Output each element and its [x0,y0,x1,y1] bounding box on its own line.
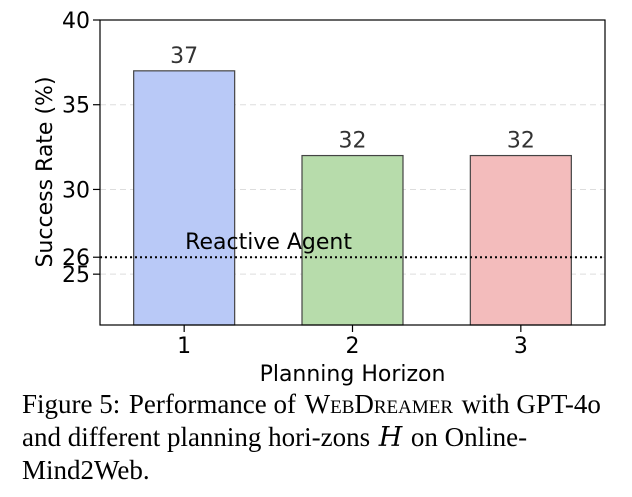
bars [133,70,572,326]
y-tick-label-26: 26 [62,246,90,271]
x-tick-label-1: 1 [177,334,191,359]
x-axis-label: Planning Horizon [260,362,446,387]
data-label-3: 32 [507,129,535,154]
y-axis-label: Success Rate (%) [33,76,58,267]
reference-line-group: Reactive Agent [100,230,605,259]
x-axis: 1 2 3 [177,325,528,359]
data-label-2: 32 [339,129,367,154]
y-tick-label-35: 35 [62,94,90,119]
x-tick-label-3: 3 [514,334,528,359]
data-label-1: 37 [170,44,198,69]
data-labels: 37 32 32 [170,44,535,154]
y-tick-label-25: 25 [62,263,90,288]
caption-model-name: WebDreamer [304,389,454,419]
reference-line-label: Reactive Agent [185,230,352,255]
bar-3 [469,154,572,326]
figure-caption: Figure 5: Performance of WebDreamer with… [22,388,622,487]
caption-variable: H [378,422,403,453]
caption-text-part1: Performance of [128,389,297,419]
x-tick-label-2: 2 [346,334,360,359]
y-tick-label-30: 30 [62,178,90,203]
caption-figure-label: Figure 5: [22,389,121,419]
caption-text-part3: on Online-Mind2Web. [22,422,528,485]
bar-2 [301,154,404,326]
bar-1 [133,70,236,326]
caption-text-part2: with GPT-4o and different planning hori-… [22,389,601,452]
y-tick-label-40: 40 [62,9,90,34]
